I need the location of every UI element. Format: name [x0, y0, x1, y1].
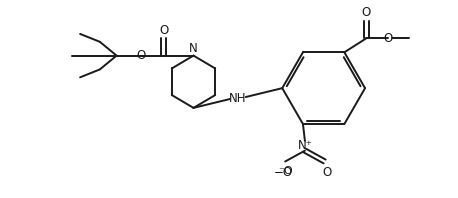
Text: O: O — [383, 32, 393, 45]
Text: NH: NH — [229, 91, 246, 105]
Text: ⁻O: ⁻O — [278, 166, 293, 176]
Text: O: O — [322, 166, 331, 179]
Text: O: O — [136, 49, 146, 62]
Text: N: N — [189, 42, 198, 55]
Text: −O: −O — [274, 166, 293, 179]
Text: O: O — [361, 6, 371, 19]
Text: O: O — [159, 24, 169, 37]
Text: N⁺: N⁺ — [298, 139, 312, 152]
